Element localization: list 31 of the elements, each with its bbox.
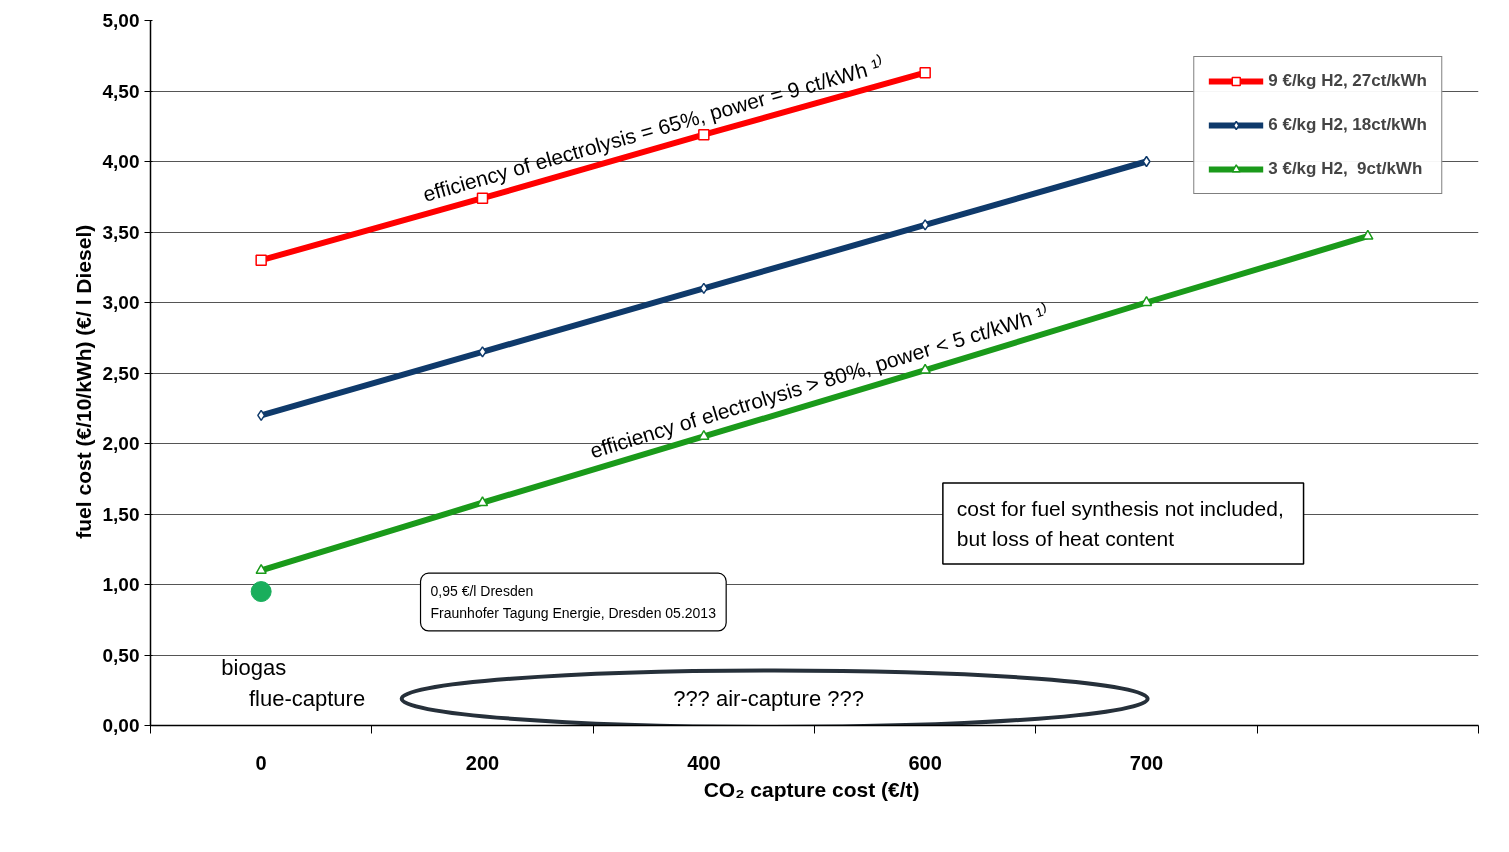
- y-tick-label: 3,50: [102, 221, 140, 243]
- point: [919, 66, 931, 79]
- y-tick-label: 0,50: [102, 644, 140, 666]
- annotation: cost for fuel synthesis not included, but loss of heat content: [956, 496, 1284, 550]
- y-tick-label: 2,00: [102, 433, 140, 454]
- y-tick-label: 3,00: [102, 292, 140, 313]
- y-tick-label: 0,00: [102, 715, 140, 736]
- y-axis-title: fuel cost (€/10/kWh) (€/ l Diesel): [71, 224, 95, 539]
- x-axis-title: CO₂ capture cost (€/t): [703, 777, 920, 801]
- legend-label: 6 €/kg H2, 18ct/kWh: [1268, 115, 1427, 135]
- point: [255, 563, 267, 575]
- legend-label: 3 €/kg H2, 9ct/kWh: [1268, 159, 1423, 179]
- point: [250, 581, 272, 603]
- x-tick-label: 200: [465, 751, 500, 774]
- y-tick-label: 4,00: [102, 151, 140, 172]
- legend-label: 9 €/kg H2, 27ct/kWh: [1268, 71, 1427, 91]
- y-tick-label: 1,50: [102, 503, 140, 525]
- x-tick-label: 0: [255, 751, 267, 774]
- annotation: flue-capture: [248, 686, 366, 712]
- y-tick-label: 5,00: [102, 10, 140, 31]
- point: [478, 346, 487, 358]
- y-tick-label: 4,50: [102, 80, 140, 102]
- x-tick-label: 700: [1129, 751, 1164, 774]
- y-tick-label: 1,00: [102, 574, 140, 595]
- x-tick-label: 600: [908, 751, 942, 774]
- annotation: 0,95 €/l Dresden Fraunhofer Tagung Energie, Dresden 05.2013: [430, 583, 717, 621]
- y-tick-label: 2,50: [102, 362, 140, 384]
- point: [255, 254, 267, 266]
- x-tick-label: 400: [687, 751, 721, 774]
- annotation: biogas: [221, 655, 287, 681]
- annotation: ??? air-capture ???: [673, 686, 864, 712]
